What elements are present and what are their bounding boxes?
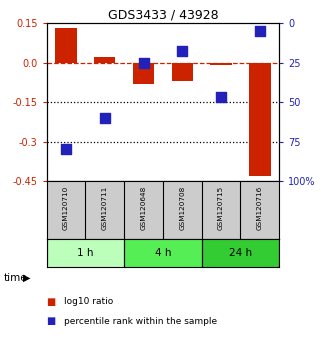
Text: percentile rank within the sample: percentile rank within the sample <box>64 316 217 326</box>
Text: log10 ratio: log10 ratio <box>64 297 113 306</box>
Point <box>102 115 107 121</box>
Bar <box>249 63 271 176</box>
Text: ▶: ▶ <box>23 273 31 283</box>
Bar <box>211 63 232 65</box>
Point <box>63 147 68 152</box>
Text: 1 h: 1 h <box>77 248 94 258</box>
Text: 24 h: 24 h <box>229 248 252 258</box>
Text: 4 h: 4 h <box>155 248 171 258</box>
Text: GSM120708: GSM120708 <box>179 185 185 230</box>
Bar <box>94 57 115 63</box>
Point <box>219 95 224 100</box>
Text: GSM120715: GSM120715 <box>218 185 224 230</box>
Bar <box>55 28 77 63</box>
Text: GSM120711: GSM120711 <box>102 185 108 230</box>
Text: ■: ■ <box>47 297 56 307</box>
Text: ■: ■ <box>47 316 56 326</box>
Bar <box>133 63 154 84</box>
Text: GSM120648: GSM120648 <box>141 185 146 230</box>
Text: GSM120710: GSM120710 <box>63 185 69 230</box>
Bar <box>172 63 193 81</box>
Point <box>257 28 263 34</box>
Title: GDS3433 / 43928: GDS3433 / 43928 <box>108 9 218 22</box>
Point <box>180 48 185 54</box>
Text: GSM120716: GSM120716 <box>257 185 263 230</box>
Text: time: time <box>3 273 27 283</box>
Point <box>141 60 146 65</box>
